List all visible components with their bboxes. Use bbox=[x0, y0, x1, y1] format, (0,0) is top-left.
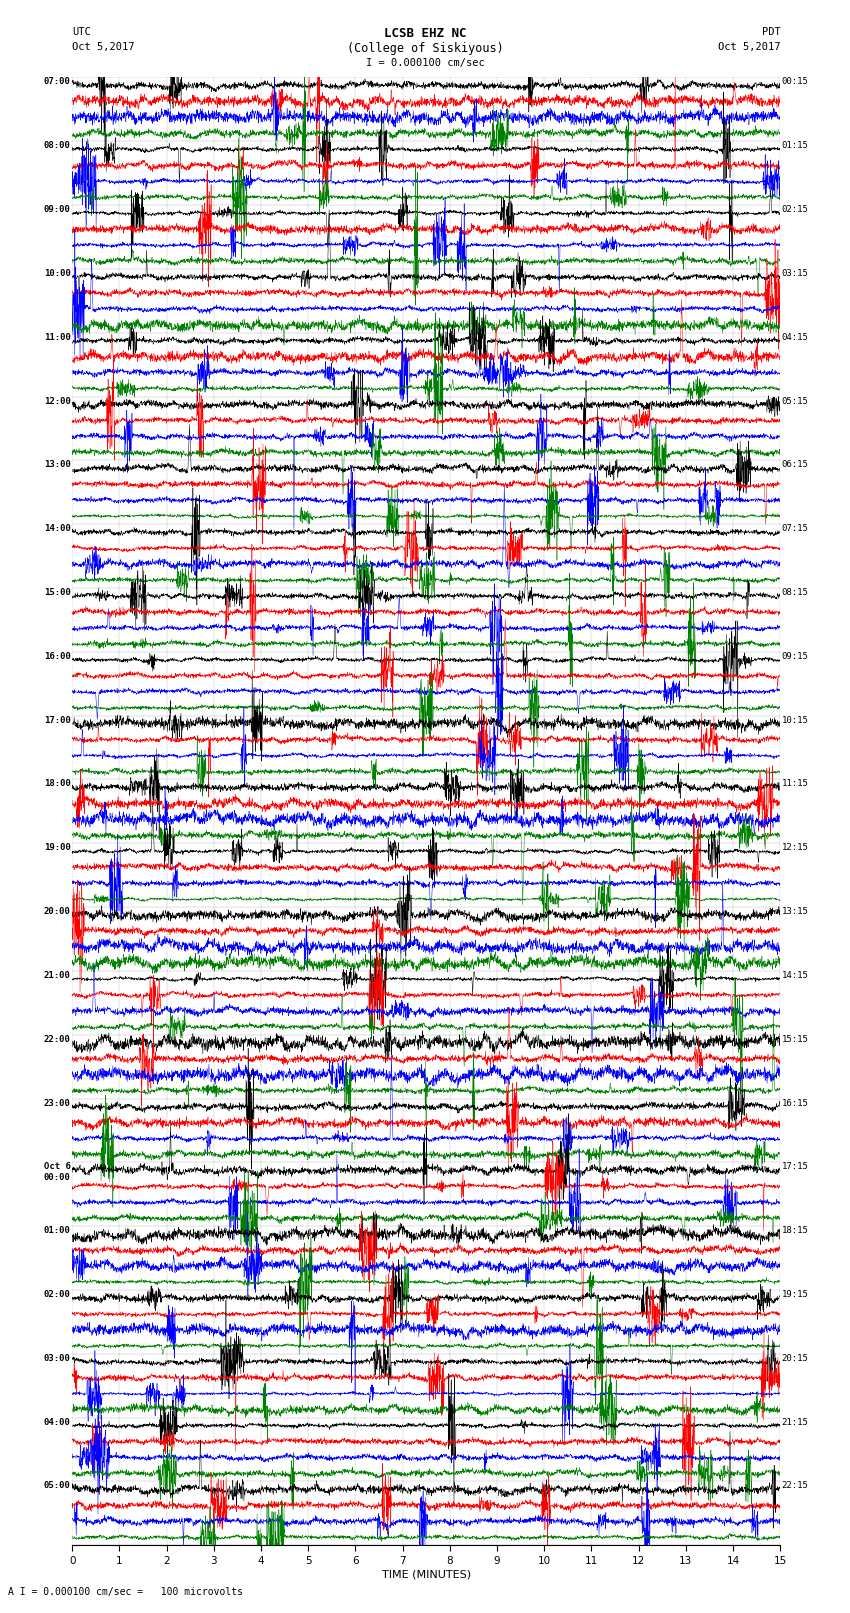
Text: Oct 5,2017: Oct 5,2017 bbox=[72, 42, 135, 52]
Text: 09:15: 09:15 bbox=[782, 652, 808, 661]
Text: 01:15: 01:15 bbox=[782, 142, 808, 150]
Text: 20:00: 20:00 bbox=[44, 907, 71, 916]
Text: 05:00: 05:00 bbox=[44, 1481, 71, 1490]
Text: 01:00: 01:00 bbox=[44, 1226, 71, 1236]
Text: 21:00: 21:00 bbox=[44, 971, 71, 979]
Text: 18:15: 18:15 bbox=[782, 1226, 808, 1236]
Text: 03:00: 03:00 bbox=[44, 1353, 71, 1363]
Text: 09:00: 09:00 bbox=[44, 205, 71, 215]
Text: 00:15: 00:15 bbox=[782, 77, 808, 87]
Text: 13:00: 13:00 bbox=[44, 460, 71, 469]
Text: 11:00: 11:00 bbox=[44, 332, 71, 342]
Text: 17:00: 17:00 bbox=[44, 716, 71, 724]
Text: 10:00: 10:00 bbox=[44, 269, 71, 277]
Text: 05:15: 05:15 bbox=[782, 397, 808, 405]
Text: (College of Siskiyous): (College of Siskiyous) bbox=[347, 42, 503, 55]
Text: 23:00: 23:00 bbox=[44, 1098, 71, 1108]
Text: 13:15: 13:15 bbox=[782, 907, 808, 916]
Text: 21:15: 21:15 bbox=[782, 1418, 808, 1426]
Text: 20:15: 20:15 bbox=[782, 1353, 808, 1363]
Text: 22:15: 22:15 bbox=[782, 1481, 808, 1490]
Text: 11:15: 11:15 bbox=[782, 779, 808, 789]
Text: 15:15: 15:15 bbox=[782, 1034, 808, 1044]
X-axis label: TIME (MINUTES): TIME (MINUTES) bbox=[382, 1569, 471, 1579]
Text: 07:00: 07:00 bbox=[44, 77, 71, 87]
Text: 14:15: 14:15 bbox=[782, 971, 808, 979]
Text: 02:00: 02:00 bbox=[44, 1290, 71, 1298]
Text: A I = 0.000100 cm/sec =   100 microvolts: A I = 0.000100 cm/sec = 100 microvolts bbox=[8, 1587, 243, 1597]
Text: UTC: UTC bbox=[72, 27, 91, 37]
Text: I = 0.000100 cm/sec: I = 0.000100 cm/sec bbox=[366, 58, 484, 68]
Text: 17:15: 17:15 bbox=[782, 1163, 808, 1171]
Text: Oct 6
00:00: Oct 6 00:00 bbox=[44, 1163, 71, 1182]
Text: 18:00: 18:00 bbox=[44, 779, 71, 789]
Text: 19:15: 19:15 bbox=[782, 1290, 808, 1298]
Text: 16:00: 16:00 bbox=[44, 652, 71, 661]
Text: Oct 5,2017: Oct 5,2017 bbox=[717, 42, 780, 52]
Text: 12:00: 12:00 bbox=[44, 397, 71, 405]
Text: 02:15: 02:15 bbox=[782, 205, 808, 215]
Text: 06:15: 06:15 bbox=[782, 460, 808, 469]
Text: 12:15: 12:15 bbox=[782, 844, 808, 852]
Text: 08:00: 08:00 bbox=[44, 142, 71, 150]
Text: 14:00: 14:00 bbox=[44, 524, 71, 534]
Text: 15:00: 15:00 bbox=[44, 589, 71, 597]
Text: PDT: PDT bbox=[762, 27, 780, 37]
Text: 19:00: 19:00 bbox=[44, 844, 71, 852]
Text: 07:15: 07:15 bbox=[782, 524, 808, 534]
Text: 08:15: 08:15 bbox=[782, 589, 808, 597]
Text: 03:15: 03:15 bbox=[782, 269, 808, 277]
Text: 16:15: 16:15 bbox=[782, 1098, 808, 1108]
Text: 10:15: 10:15 bbox=[782, 716, 808, 724]
Text: 04:00: 04:00 bbox=[44, 1418, 71, 1426]
Text: 22:00: 22:00 bbox=[44, 1034, 71, 1044]
Text: 04:15: 04:15 bbox=[782, 332, 808, 342]
Text: LCSB EHZ NC: LCSB EHZ NC bbox=[383, 27, 467, 40]
